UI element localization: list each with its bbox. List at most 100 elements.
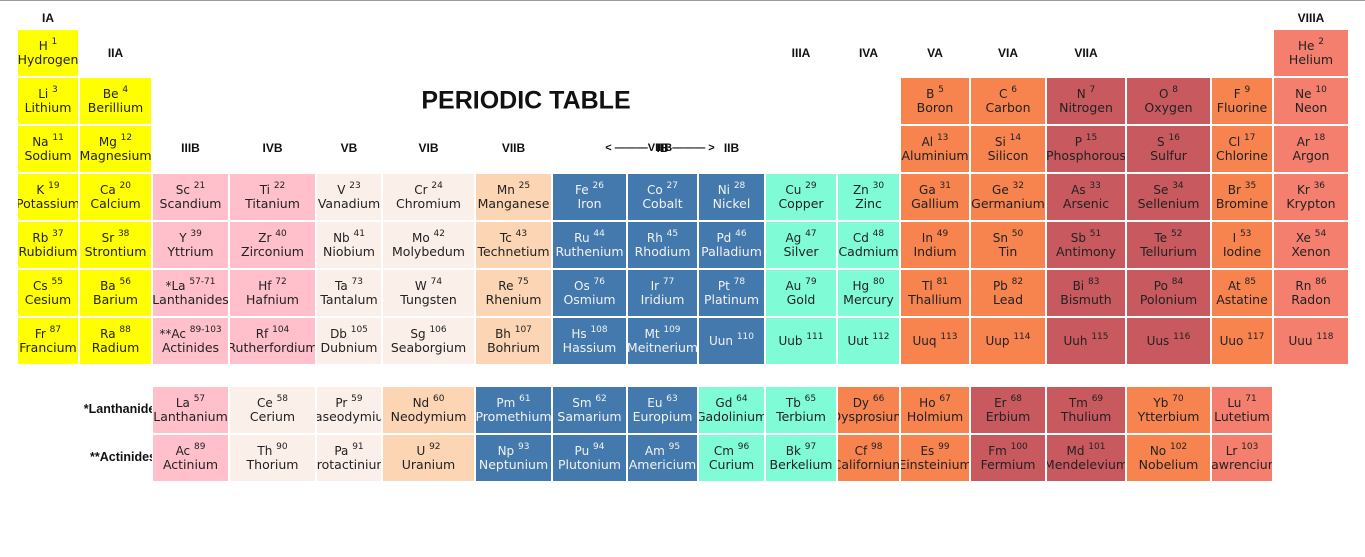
element-symbol: Ca 20	[100, 181, 131, 198]
element-name: Rutherfordium	[229, 340, 316, 355]
element-name: Hydrogen	[17, 52, 79, 67]
element-name: Astatine	[1216, 292, 1268, 307]
atomic-number: 42	[433, 229, 445, 239]
element-symbol: Ce 58	[256, 394, 289, 411]
atomic-number: 38	[117, 229, 130, 239]
element-symbol: Re 75	[498, 277, 529, 294]
element-symbol: Ge 32	[992, 181, 1024, 198]
group-label: VIB	[418, 141, 439, 155]
element-name: Nobelium	[1138, 457, 1199, 472]
element-cell: Bh 107 Bohrium	[475, 317, 552, 365]
element-cell: Po 84 Polonium	[1126, 269, 1211, 317]
element-name: Strontium	[84, 244, 147, 259]
element-cell: Ne 10 Neon	[1273, 77, 1349, 125]
element-symbol: Sb 51	[1070, 229, 1102, 246]
atomic-number: 97	[804, 442, 817, 452]
element-symbol: Dy 66	[852, 394, 885, 411]
atomic-number: 19	[48, 181, 60, 191]
element-name: Molybedum	[392, 244, 465, 259]
atomic-number: 50	[1011, 229, 1024, 239]
atomic-number: 57-71	[189, 277, 216, 287]
element-symbol: Uub 111	[778, 332, 824, 349]
atomic-number: 104	[272, 325, 290, 335]
element-symbol: Er 68	[994, 394, 1022, 411]
element-name: Cadmium	[838, 244, 899, 259]
element-cell: Zr 40 Zirconium	[229, 221, 316, 269]
element-name: Barium	[93, 292, 138, 307]
element-name: Vanadium	[317, 196, 381, 211]
group-label: IB	[656, 141, 669, 155]
element-name: Berkelium	[769, 457, 833, 472]
atomic-number: 98	[870, 442, 883, 452]
element-cell: Sc 21 Scandium	[152, 173, 229, 221]
element-name: Germanium	[971, 196, 1045, 211]
element-symbol: Po 84	[1153, 277, 1184, 294]
element-cell: Hf 72 Hafnium	[229, 269, 316, 317]
element-cell: Xe 54 Xenon	[1273, 221, 1349, 269]
atomic-number: 40	[275, 229, 287, 239]
element-name: Dysprosium	[838, 409, 899, 424]
element-symbol: Ti 22	[259, 181, 286, 198]
atomic-number: 56	[119, 277, 131, 287]
element-cell: **Ac 89-103 Actinides	[152, 317, 229, 365]
element-cell: Nd 60 Neodymium	[382, 386, 475, 434]
element-symbol: Db 105	[330, 325, 368, 342]
element-symbol: Os 76	[574, 277, 605, 294]
element-cell: Be 4 Berillium	[79, 77, 152, 125]
element-name: Osmium	[563, 292, 616, 307]
element-cell: Os 76 Osmium	[552, 269, 627, 317]
atomic-number: 89-103	[189, 325, 222, 335]
group-label: VIIB	[501, 141, 526, 155]
atomic-number: 48	[872, 229, 885, 239]
element-symbol: Nd 60	[412, 394, 445, 411]
atomic-number: 79	[805, 277, 817, 287]
element-name: Zinc	[855, 196, 882, 211]
element-cell: Fm 100 Fermium	[970, 434, 1046, 482]
element-symbol: Uuh 115	[1063, 332, 1109, 349]
element-symbol: Mt 109	[644, 325, 681, 342]
element-symbol: Xe 54	[1295, 229, 1327, 246]
element-symbol: Cf 98	[854, 442, 883, 459]
element-symbol: Sn 50	[992, 229, 1024, 246]
element-name: Neon	[1294, 100, 1328, 115]
atomic-number: 10	[1315, 85, 1327, 95]
element-name: Lanthanides	[152, 292, 229, 307]
element-cell: Md 101 Mendelevium	[1046, 434, 1126, 482]
element-cell: Ti 22 Titanium	[229, 173, 316, 221]
atomic-number: 83	[1087, 277, 1100, 287]
atomic-number: 53	[1239, 229, 1252, 239]
atomic-number: 18	[1313, 133, 1326, 143]
element-cell: Bi 83 Bismuth	[1046, 269, 1126, 317]
element-cell: Ce 58 Cerium	[229, 386, 316, 434]
element-name: Aluminium	[901, 148, 969, 163]
element-name: Hafnium	[246, 292, 299, 307]
element-symbol: K 19	[36, 181, 60, 198]
element-cell: Li 3 Lithium	[17, 77, 79, 125]
group-label: VA	[927, 46, 943, 60]
element-cell: He 2 Helium	[1273, 29, 1349, 77]
element-symbol: Bk 97	[785, 442, 817, 459]
element-cell: Br 35 Bromine	[1211, 173, 1273, 221]
atomic-number: 62	[595, 394, 607, 404]
element-cell: Nb 41 Niobium	[316, 221, 382, 269]
element-symbol: Sr 38	[101, 229, 130, 246]
element-symbol: Pt 78	[717, 277, 746, 294]
element-cell: Pa 91Protactinium	[316, 434, 382, 482]
element-cell: Bk 97 Berkelium	[765, 434, 837, 482]
atomic-number: 6	[1011, 85, 1017, 95]
element-cell: Uup 114	[970, 317, 1046, 365]
atomic-number: 55	[51, 277, 63, 287]
element-cell: Kr 36 Krypton	[1273, 173, 1349, 221]
atomic-number: 70	[1172, 394, 1184, 404]
element-symbol: Sc 21	[175, 181, 206, 198]
element-name: Arsenic	[1062, 196, 1110, 211]
element-symbol: Tl 81	[922, 277, 948, 294]
atomic-number: 58	[276, 394, 289, 404]
atomic-number: 22	[273, 181, 286, 191]
element-symbol: Uuo 117	[1219, 332, 1265, 349]
element-cell: Cu 29 Copper	[765, 173, 837, 221]
group-label: VB	[340, 141, 358, 155]
element-cell: Gd 64 Gadolinium	[698, 386, 765, 434]
atomic-number: 74	[430, 277, 443, 287]
element-symbol: Cd 48	[852, 229, 885, 246]
